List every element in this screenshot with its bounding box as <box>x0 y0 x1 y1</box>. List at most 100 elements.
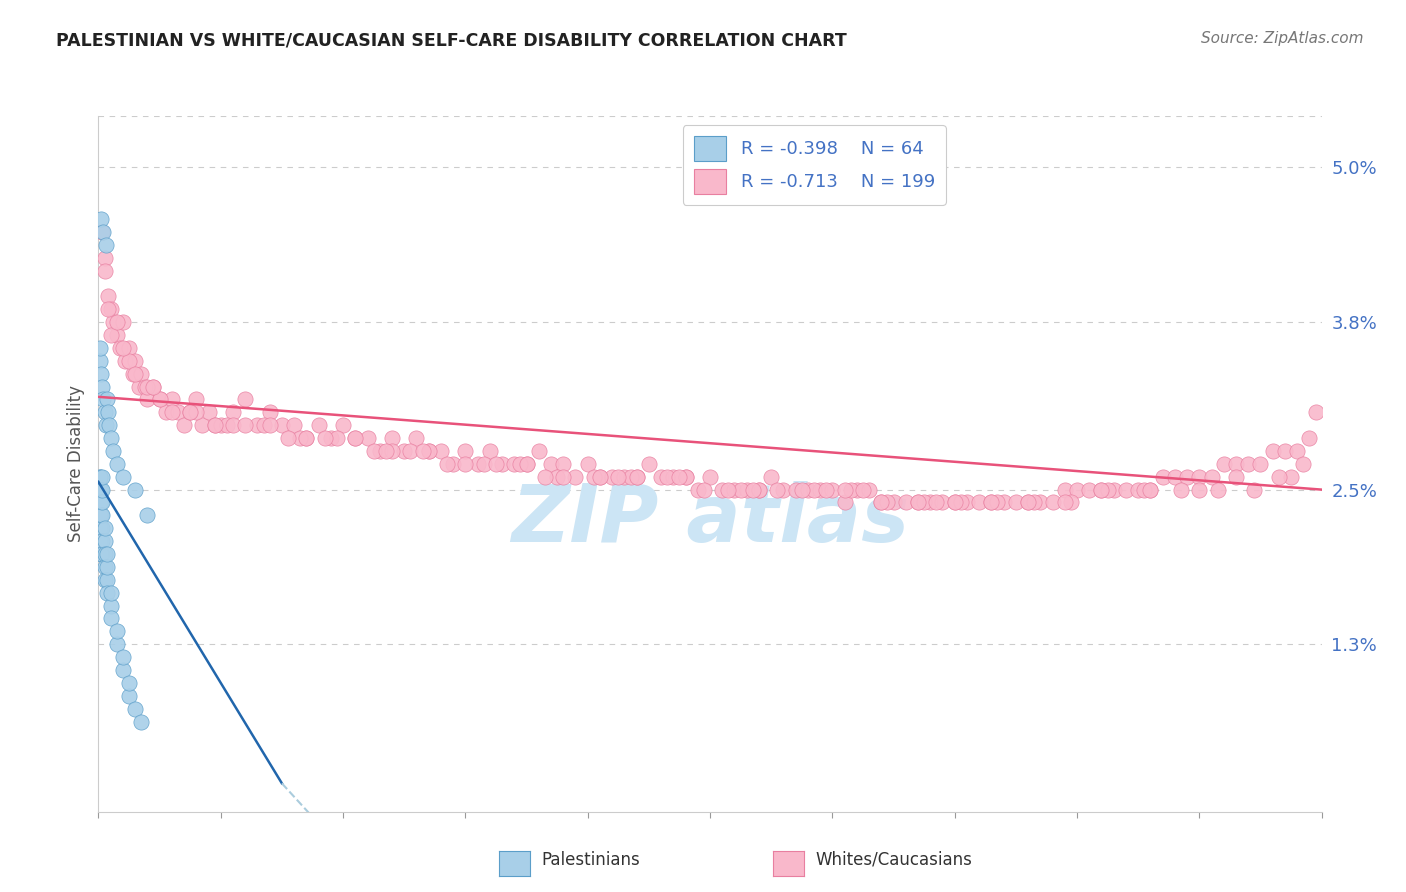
Point <box>907 495 929 509</box>
Point <box>89 341 111 355</box>
Point <box>91 534 114 549</box>
Point <box>1078 483 1101 497</box>
Point <box>576 457 599 471</box>
Point <box>129 367 152 381</box>
Point <box>546 469 568 483</box>
Point <box>418 444 440 458</box>
Point <box>1225 457 1247 471</box>
Point <box>186 392 208 407</box>
Point <box>883 495 905 509</box>
Point <box>619 469 641 483</box>
Point <box>993 495 1015 509</box>
Point <box>197 405 219 419</box>
Point <box>1029 495 1052 509</box>
Point <box>222 418 245 433</box>
Point <box>772 483 794 497</box>
Point <box>89 508 111 523</box>
Point <box>650 469 672 483</box>
Point <box>374 444 396 458</box>
Point <box>516 457 538 471</box>
Point <box>876 495 898 509</box>
Point <box>1139 483 1161 497</box>
Point <box>405 431 427 445</box>
Point <box>142 379 165 393</box>
Point <box>412 444 434 458</box>
Point <box>110 341 132 355</box>
Point <box>1053 483 1076 497</box>
Point <box>980 495 1002 509</box>
Point <box>186 405 208 419</box>
Text: PALESTINIAN VS WHITE/CAUCASIAN SELF-CARE DISABILITY CORRELATION CHART: PALESTINIAN VS WHITE/CAUCASIAN SELF-CARE… <box>56 31 846 49</box>
Point <box>93 547 115 561</box>
Point <box>418 444 440 458</box>
Point <box>815 483 838 497</box>
Point <box>956 495 979 509</box>
Point <box>344 431 367 445</box>
Point <box>96 392 118 407</box>
Point <box>100 585 122 599</box>
Point <box>93 560 115 574</box>
Point <box>1090 483 1112 497</box>
Point <box>118 341 141 355</box>
Point <box>1024 495 1046 509</box>
Point <box>534 469 557 483</box>
Point <box>699 469 721 483</box>
Point <box>1042 495 1064 509</box>
Point <box>931 495 953 509</box>
Point <box>259 405 281 419</box>
Point <box>430 444 453 458</box>
Point <box>1097 483 1119 497</box>
Point <box>472 457 495 471</box>
Legend: R = -0.398    N = 64, R = -0.713    N = 199: R = -0.398 N = 64, R = -0.713 N = 199 <box>683 125 946 205</box>
Point <box>693 483 716 497</box>
Point <box>167 405 190 419</box>
Point <box>89 521 111 535</box>
Point <box>89 483 111 497</box>
Point <box>1090 483 1112 497</box>
Point <box>96 547 118 561</box>
Point <box>785 483 807 497</box>
Point <box>662 469 685 483</box>
Point <box>326 431 349 445</box>
Point <box>600 469 623 483</box>
Point <box>90 367 112 381</box>
Point <box>114 353 136 368</box>
Point <box>675 469 697 483</box>
Point <box>314 431 336 445</box>
Point <box>142 379 165 393</box>
Point <box>97 302 120 317</box>
Point <box>204 418 226 433</box>
Point <box>485 457 508 471</box>
Point <box>105 637 128 651</box>
Point <box>1274 444 1296 458</box>
Point <box>766 483 789 497</box>
Point <box>100 431 122 445</box>
Point <box>246 418 269 433</box>
Point <box>149 392 172 407</box>
Point <box>717 483 740 497</box>
Point <box>91 495 114 509</box>
Point <box>790 483 813 497</box>
Point <box>711 483 734 497</box>
Point <box>723 483 745 497</box>
Point <box>215 418 238 433</box>
Point <box>436 457 458 471</box>
Point <box>111 469 134 483</box>
Point <box>949 495 972 509</box>
Point <box>943 495 966 509</box>
Point <box>1237 457 1260 471</box>
Point <box>761 469 783 483</box>
Point <box>467 457 489 471</box>
Point <box>89 469 111 483</box>
Point <box>441 457 464 471</box>
Point <box>90 212 112 227</box>
Point <box>1004 495 1026 509</box>
Point <box>491 457 513 471</box>
Point <box>100 611 122 625</box>
Point <box>582 469 605 483</box>
Point <box>454 457 477 471</box>
Point <box>233 418 256 433</box>
Point <box>179 405 201 419</box>
Point <box>105 457 128 471</box>
Point <box>637 457 661 471</box>
